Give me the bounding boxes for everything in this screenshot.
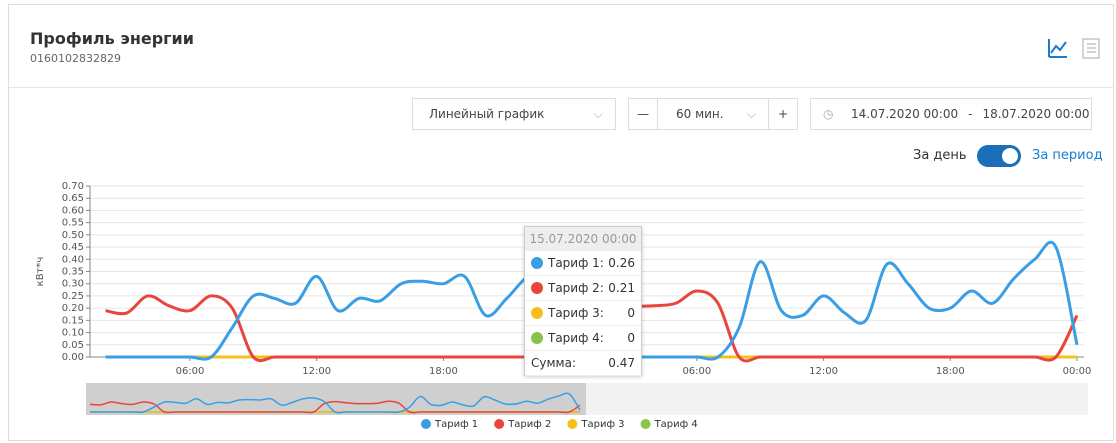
y-tick-label: 0.55 xyxy=(62,218,84,229)
navigator-line xyxy=(90,392,581,414)
navigator-line xyxy=(89,400,581,414)
tooltip-title: 15.07.2020 00:00 xyxy=(525,227,641,251)
tooltip-marker xyxy=(531,332,543,344)
tooltip-value: 0 xyxy=(627,331,635,345)
x-tick-label: 18:00 xyxy=(429,366,458,377)
header: Профиль энергии 0160102832829 xyxy=(9,5,1113,88)
y-tick-label: 0.65 xyxy=(62,193,84,204)
x-tick-label: 12:00 xyxy=(302,366,331,377)
x-tick-label: 00:00 xyxy=(1063,366,1092,377)
y-tick-label: 0.60 xyxy=(62,205,84,216)
x-tick-label: 06:00 xyxy=(176,366,205,377)
chart-type-select[interactable]: Линейный график ⌵ xyxy=(412,98,616,130)
date-sep: - xyxy=(968,107,973,121)
tooltip-marker xyxy=(531,282,543,294)
plus-button[interactable]: + xyxy=(768,98,798,130)
y-tick-label: 0.00 xyxy=(62,352,84,363)
toggle[interactable] xyxy=(977,145,1021,167)
tooltip-row: Тариф 4: 0 xyxy=(525,326,641,351)
interval: 60 мин. xyxy=(676,107,724,121)
x-tick-label: 12:00 xyxy=(809,366,838,377)
tooltip: 15.07.2020 00:00 Тариф 1: 0.26 Тариф 2: 0.2… xyxy=(524,226,642,376)
tooltip-row: Тариф 1: 0.26 xyxy=(525,251,641,276)
y-axis-label: кВт*ч xyxy=(35,257,46,287)
view-icons[interactable] xyxy=(1047,37,1107,61)
y-tick-label: 0.35 xyxy=(62,267,84,278)
date-to: 18.07.2020 00:00 xyxy=(982,107,1090,121)
legend-marker xyxy=(494,419,505,429)
tooltip-label: Тариф 2: xyxy=(548,281,604,295)
y-tick-label: 0.40 xyxy=(62,254,84,265)
x-tick-label: 18:00 xyxy=(936,366,965,377)
tooltip-label: Тариф 1: xyxy=(548,256,604,270)
legend-marker xyxy=(567,419,578,429)
legend-label: Тариф 4 xyxy=(654,419,698,430)
tooltip-marker xyxy=(531,257,543,269)
interval-select[interactable]: 60 мин. ⌵ xyxy=(657,98,769,130)
tooltip-value: 0 xyxy=(627,306,635,320)
y-tick-label: 0.50 xyxy=(62,230,84,241)
tooltip-row: Тариф 3: 0 xyxy=(525,301,641,326)
tooltip-label: Тариф 4: xyxy=(548,331,604,345)
tooltip-label: Сумма: xyxy=(531,356,576,370)
y-tick-label: 0.10 xyxy=(62,328,84,339)
tooltip-value: 0.26 xyxy=(608,256,635,270)
navigator-selection xyxy=(86,383,586,415)
tooltip-marker xyxy=(531,307,543,319)
y-tick-label: 0.70 xyxy=(62,181,84,192)
x-tick-label: 06:00 xyxy=(682,366,711,377)
toggle-right[interactable]: За период xyxy=(1032,148,1103,163)
subtitle: 0160102832829 xyxy=(30,52,121,65)
tooltip-row: Сумма: 0.47 xyxy=(525,351,641,376)
tooltip-label: Тариф 3: xyxy=(548,306,604,320)
tooltip-value: 0.47 xyxy=(608,356,635,370)
y-tick-label: 0.05 xyxy=(62,340,84,351)
legend-label: Тариф 3 xyxy=(580,419,624,430)
y-tick-label: 0.45 xyxy=(62,242,84,253)
tooltip-row: Тариф 2: 0.21 xyxy=(525,276,641,301)
legend-label: Тариф 2 xyxy=(507,419,551,430)
date-range[interactable]: ◷ 14.07.2020 00:00-18.07.2020 00:00 xyxy=(810,98,1092,130)
legend-marker xyxy=(640,419,651,429)
title: Профиль энергии xyxy=(30,29,194,48)
legend-label: Тариф 1 xyxy=(434,419,478,430)
y-tick-label: 0.20 xyxy=(62,303,84,314)
tooltip-value: 0.21 xyxy=(608,281,635,295)
y-tick-label: 0.15 xyxy=(62,315,84,326)
legend-marker xyxy=(421,419,431,429)
date-from: 14.07.2020 00:00 xyxy=(851,107,959,121)
chart-type: Линейный график xyxy=(429,107,545,121)
toggle-left[interactable]: За день xyxy=(913,148,967,163)
y-tick-label: 0.30 xyxy=(62,279,84,290)
y-tick-label: 0.25 xyxy=(62,291,84,302)
